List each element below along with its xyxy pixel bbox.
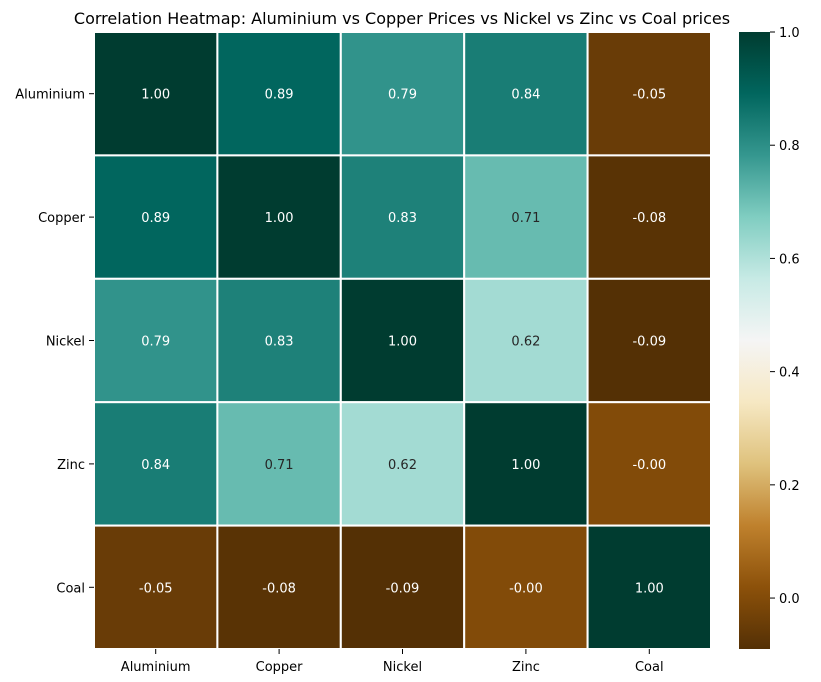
cell-value-label: 0.79 [141, 335, 170, 350]
heatmap-cell-nickel-copper [216, 277, 342, 404]
cell-value-label: 0.83 [388, 211, 417, 226]
heatmap-cell-coal-coal [586, 524, 712, 650]
heatmap-cell-aluminium-aluminium [93, 31, 219, 157]
x-tick-label: Copper [256, 660, 304, 675]
y-axis: Aluminium Copper Nickel Zinc Coal [15, 88, 94, 596]
cell-value-label: 1.00 [388, 335, 417, 350]
colorbar-gradient [739, 32, 770, 649]
chart-title: Correlation Heatmap: Aluminium vs Copper… [74, 9, 730, 28]
x-tick-label: Zinc [512, 660, 540, 675]
cell-value-label: -0.05 [139, 581, 173, 596]
y-tick-label: Zinc [57, 458, 85, 473]
heatmap-cell-copper-nickel [339, 154, 466, 280]
cell-value-label: 0.84 [141, 458, 170, 473]
x-tick-label: Aluminium [121, 660, 191, 675]
y-tick-label: Copper [38, 211, 86, 226]
colorbar-tick-label: 0.4 [779, 366, 800, 381]
heatmap-cell-copper-coal [586, 154, 712, 280]
colorbar-tick-label: 0.2 [779, 479, 800, 494]
heatmap-cell-zinc-nickel [339, 401, 466, 527]
cell-value-label: 0.89 [265, 88, 294, 103]
heatmap-cell-aluminium-copper [216, 31, 342, 157]
cell-value-label: 0.84 [511, 88, 540, 103]
colorbar-tick-label: 0.0 [779, 592, 800, 607]
cell-value-label: -0.09 [386, 581, 420, 596]
colorbar-tick-label: 0.6 [779, 252, 800, 267]
colorbar: 0.0 0.2 0.4 0.6 0.8 1.0 [739, 26, 800, 649]
x-tick-label: Nickel [383, 660, 422, 675]
cell-value-label: 0.71 [265, 458, 294, 473]
cell-value-label: 1.00 [511, 458, 540, 473]
cell-value-label: 1.00 [141, 88, 170, 103]
x-tick-label: Coal [635, 660, 664, 675]
cell-value-label: -0.08 [262, 581, 296, 596]
heatmap-cell-coal-nickel [339, 524, 466, 650]
cell-value-label: 0.83 [265, 335, 294, 350]
heatmap-cell-zinc-copper [216, 401, 342, 527]
cell-value-label: -0.00 [632, 458, 666, 473]
cell-value-label: -0.08 [632, 211, 666, 226]
cell-value-label: 0.71 [511, 211, 540, 226]
heatmap-cells: 1.00 0.89 0.79 0.84 -0.05 0.89 1.00 0.83 0.71 -0.… [93, 31, 712, 650]
heatmap-cell-zinc-coal [586, 401, 712, 527]
heatmap-cell-aluminium-nickel [339, 31, 466, 157]
y-tick-label: Coal [56, 581, 85, 596]
cell-value-label: 1.00 [265, 211, 294, 226]
cell-value-label: -0.05 [632, 88, 666, 103]
colorbar-tick-label: 1.0 [779, 26, 800, 41]
heatmap-cell-nickel-zinc [463, 277, 589, 404]
heatmap-cell-coal-aluminium [93, 524, 219, 650]
cell-value-label: 1.00 [635, 581, 664, 596]
cell-value-label: 0.62 [511, 335, 540, 350]
cell-value-label: 0.79 [388, 88, 417, 103]
y-tick-label: Nickel [46, 335, 85, 350]
cell-value-label: 0.62 [388, 458, 417, 473]
colorbar-tick-label: 0.8 [779, 139, 800, 154]
cell-value-label: 0.89 [141, 211, 170, 226]
heatmap-cell-coal-copper [216, 524, 342, 650]
heatmap-cell-zinc-zinc [463, 401, 589, 527]
x-axis: Aluminium Copper Nickel Zinc Coal [121, 649, 664, 675]
y-tick-label: Aluminium [15, 88, 85, 103]
cell-value-label: -0.09 [632, 335, 666, 350]
cell-value-label: -0.00 [509, 581, 543, 596]
